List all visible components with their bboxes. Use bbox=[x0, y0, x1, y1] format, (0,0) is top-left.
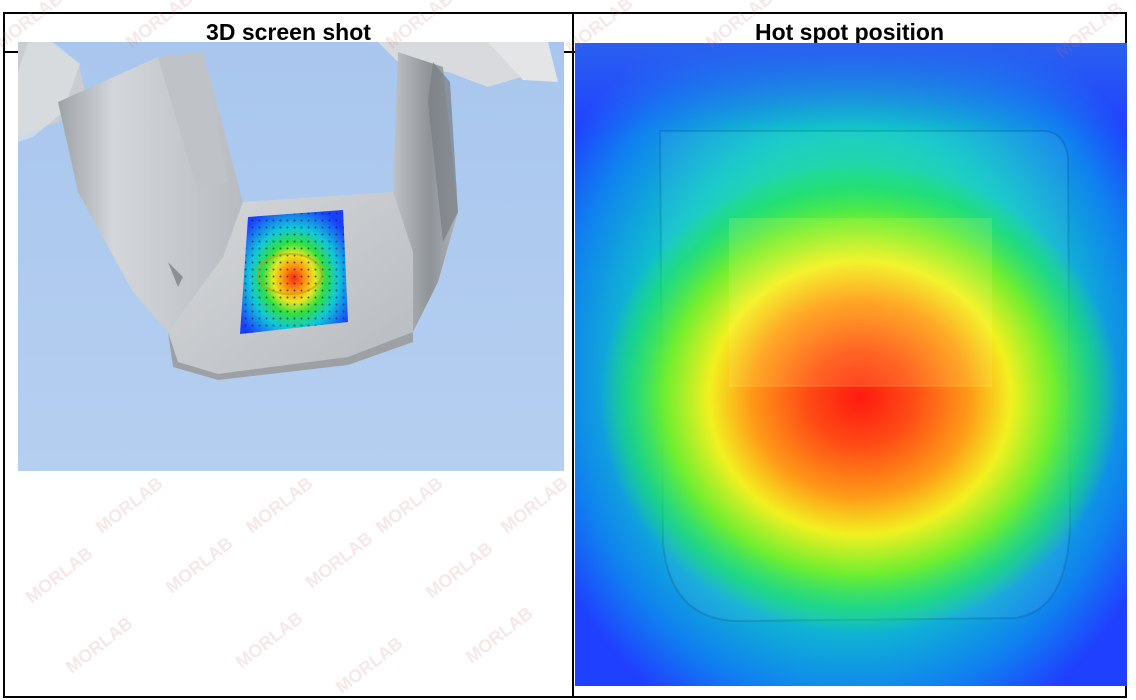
scan-area bbox=[240, 210, 348, 334]
column-divider bbox=[572, 14, 574, 696]
3d-scene bbox=[18, 42, 564, 471]
header-divider bbox=[5, 51, 1125, 53]
3d-screen-shot-image bbox=[18, 42, 564, 471]
col2-header: Hot spot position bbox=[754, 19, 945, 45]
hot-spot-heatmap bbox=[575, 43, 1127, 686]
col1-header: 3D screen shot bbox=[206, 19, 371, 45]
hot-spot-map bbox=[575, 43, 1127, 686]
